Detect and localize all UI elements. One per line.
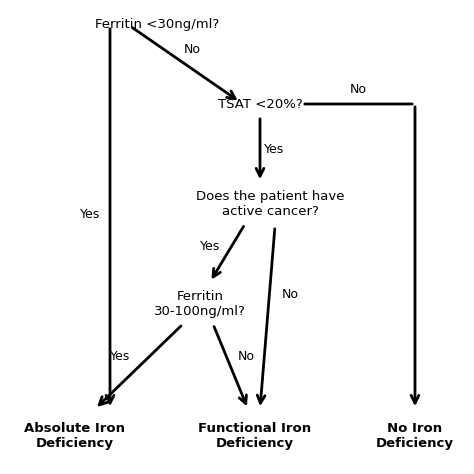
Text: Ferritin <30ng/ml?: Ferritin <30ng/ml? <box>95 18 219 30</box>
Text: No: No <box>238 349 255 363</box>
Text: Yes: Yes <box>264 143 284 155</box>
Text: No Iron
Deficiency: No Iron Deficiency <box>376 422 454 450</box>
Text: Absolute Iron
Deficiency: Absolute Iron Deficiency <box>25 422 126 450</box>
Text: TSAT <20%?: TSAT <20%? <box>218 98 302 110</box>
Text: Yes: Yes <box>80 208 100 220</box>
Text: Does the patient have
active cancer?: Does the patient have active cancer? <box>196 190 344 218</box>
Text: Functional Iron
Deficiency: Functional Iron Deficiency <box>199 422 311 450</box>
Text: No: No <box>183 43 201 56</box>
Text: Yes: Yes <box>110 349 130 363</box>
Text: Ferritin
30-100ng/ml?: Ferritin 30-100ng/ml? <box>154 290 246 318</box>
Text: Yes: Yes <box>200 239 220 253</box>
Text: No: No <box>282 288 299 301</box>
Text: No: No <box>349 83 366 96</box>
